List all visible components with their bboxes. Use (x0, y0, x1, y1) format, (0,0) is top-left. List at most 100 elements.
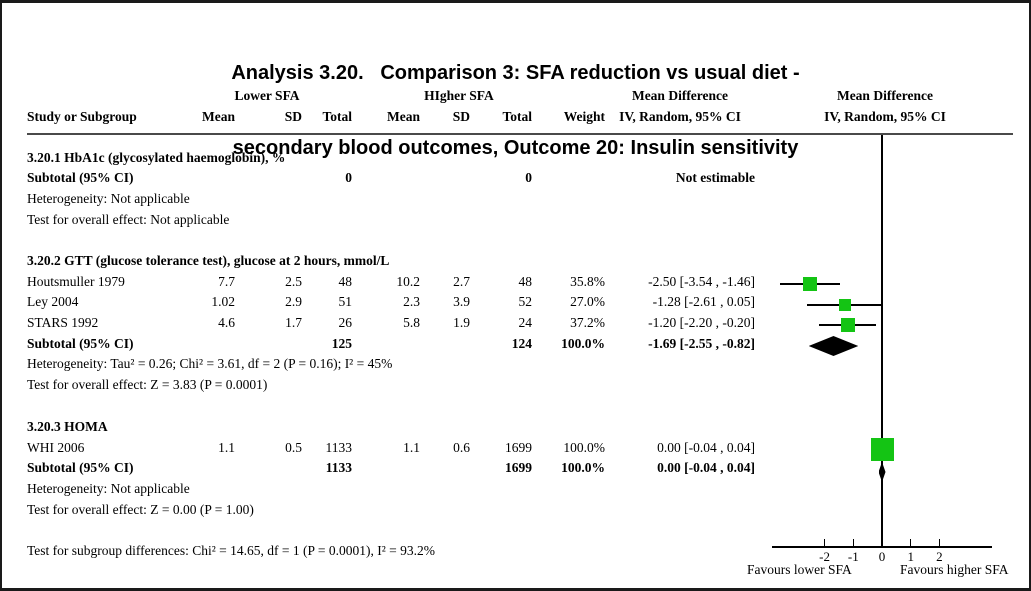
subtotal-ci: 0.00 [-0.04 , 0.04] (657, 460, 755, 475)
axis-tick-label: -2 (819, 549, 831, 564)
study-sd1: 0.5 (285, 440, 302, 455)
study-marker (870, 437, 894, 461)
subtotal-row: Subtotal (95% CI) 0 0 Not estimable (2, 169, 1029, 187)
col-header-sd2: SD (452, 109, 470, 124)
zero-effect-line (881, 135, 883, 546)
analysis-title-line2: secondary blood outcomes, Outcome 20: In… (232, 137, 799, 159)
study-sd2: 0.6 (453, 440, 470, 455)
study-name: STARS 1992 (27, 315, 99, 330)
col-header-mean2: Mean (387, 109, 420, 124)
overall-effect-text: Test for overall effect: Z = 0.00 (P = 1… (27, 502, 254, 517)
md-plot-header-title: Mean Difference (836, 88, 934, 103)
col-header-sd1: SD (284, 109, 302, 124)
subtotal-total2: 0 (525, 170, 532, 185)
section-2-heading: 3.20.2 GTT (glucose tolerance test), glu… (27, 253, 390, 268)
md-header-title: Mean Difference (631, 88, 729, 103)
subtotal-total1: 125 (331, 336, 352, 351)
study-mean1: 4.6 (218, 315, 235, 330)
study-weight: 27.0% (570, 294, 605, 309)
study-ci: -2.50 [-3.54 , -1.46] (648, 274, 755, 289)
subtotal-row: Subtotal (95% CI) 1133 1699 100.0% 0.00 … (2, 459, 1029, 477)
section-heading-row: 3.20.3 HOMA (2, 418, 1029, 436)
subtotal-total1: 1133 (325, 460, 352, 475)
subtotal-total2: 124 (511, 336, 532, 351)
subtotal-label: Subtotal (95% CI) (27, 170, 134, 185)
overall-effect-text: Test for overall effect: Not applicable (27, 212, 230, 227)
axis-tick-mark (909, 539, 912, 547)
study-mean1: 1.1 (218, 440, 235, 455)
study-row: WHI 2006 1.1 0.5 1133 1.1 0.6 1699 100.0… (2, 439, 1029, 457)
heterogeneity-row: Heterogeneity: Not applicable (2, 480, 1029, 498)
group-header-row: Lower SFA HIgher SFA Mean Difference Mea… (2, 87, 1029, 105)
section-1-heading: 3.20.1 HbA1c (glycosylated haemoglobin),… (27, 150, 286, 165)
study-sd2: 1.9 (453, 315, 470, 330)
header-rule (27, 133, 1013, 135)
study-total1: 1133 (325, 440, 353, 455)
study-name: Houtsmuller 1979 (27, 274, 125, 289)
subtotal-row: Subtotal (95% CI) 125 124 100.0% -1.69 [… (2, 335, 1029, 353)
col-header-weight: Weight (563, 109, 605, 124)
subgroup-test-text: Test for subgroup differences: Chi² = 14… (27, 543, 436, 558)
subtotal-label: Subtotal (95% CI) (27, 460, 134, 475)
study-total1: 26 (338, 315, 353, 330)
axis-label-favours-lower: Favours lower SFA (747, 562, 852, 577)
col-header-total2: Total (502, 109, 532, 124)
study-total2: 24 (518, 315, 533, 330)
study-mean1: 7.7 (218, 274, 235, 289)
section-heading-row: 3.20.1 HbA1c (glycosylated haemoglobin),… (2, 149, 1029, 167)
study-sd2: 2.7 (453, 274, 470, 289)
axis-tick-label: 2 (936, 549, 943, 564)
study-sd1: 2.5 (285, 274, 302, 289)
overall-effect-row: Test for overall effect: Not applicable (2, 211, 1029, 229)
study-ci: 0.00 [-0.04 , 0.04] (657, 440, 755, 455)
analysis-title: Analysis 3.20. Comparison 3: SFA reducti… (2, 11, 1029, 211)
axis-tick-label: 1 (907, 549, 914, 564)
study-name: WHI 2006 (27, 440, 85, 455)
study-weight: 35.8% (570, 274, 605, 289)
section-3-heading: 3.20.3 HOMA (27, 419, 108, 434)
study-mean2: 1.1 (403, 440, 420, 455)
overall-effect-row: Test for overall effect: Z = 3.83 (P = 0… (2, 376, 1029, 394)
study-sd1: 2.9 (285, 294, 302, 309)
axis-tick-label: 0 (878, 549, 886, 564)
overall-effect-text: Test for overall effect: Z = 3.83 (P = 0… (27, 377, 268, 392)
study-total1: 48 (338, 274, 353, 289)
md-plot-header-subtitle: IV, Random, 95% CI (824, 109, 946, 124)
axis-label-favours-higher: Favours higher SFA (900, 562, 1009, 577)
section-heading-row: 3.20.2 GTT (glucose tolerance test), glu… (2, 252, 1029, 270)
forest-plot-area: Favours lower SFA Favours higher SFA -2 -… (2, 3, 1029, 588)
study-marker (803, 277, 818, 291)
study-weight: 37.2% (570, 315, 605, 330)
study-total2: 52 (518, 294, 533, 309)
study-mean2: 10.2 (396, 274, 420, 289)
study-ci: -1.28 [-2.61 , 0.05] (652, 294, 755, 309)
study-total2: 48 (518, 274, 533, 289)
subtotal-total1: 0 (345, 170, 352, 185)
heterogeneity-row: Heterogeneity: Not applicable (2, 190, 1029, 208)
axis-tick-mark (881, 539, 883, 547)
group-header-higher-sfa: HIgher SFA (424, 88, 494, 103)
axis-tick-mark (938, 539, 941, 547)
study-row: Houtsmuller 1979 7.7 2.5 48 10.2 2.7 48 … (2, 273, 1029, 291)
axis-tick-label: -1 (847, 549, 859, 564)
subtotal-diamond (878, 462, 886, 482)
study-total2: 1699 (505, 440, 532, 455)
study-sd2: 3.9 (453, 294, 470, 309)
study-marker (840, 318, 855, 332)
axis-tick-mark (852, 539, 855, 547)
overall-effect-row: Test for overall effect: Z = 0.00 (P = 1… (2, 501, 1029, 519)
study-name: Ley 2004 (27, 294, 79, 309)
study-row: Ley 2004 1.02 2.9 51 2.3 3.9 52 27.0% -1… (2, 293, 1029, 311)
col-header-mean1: Mean (202, 109, 235, 124)
study-mean2: 5.8 (403, 315, 420, 330)
heterogeneity-row: Heterogeneity: Tau² = 0.26; Chi² = 3.61,… (2, 355, 1029, 373)
analysis-title-line1: Analysis 3.20. Comparison 3: SFA reducti… (231, 62, 800, 84)
study-weight: 100.0% (563, 440, 605, 455)
subtotal-weight: 100.0% (561, 336, 605, 351)
heterogeneity-text: Heterogeneity: Not applicable (27, 191, 190, 206)
study-sd1: 1.7 (285, 315, 302, 330)
heterogeneity-text: Heterogeneity: Tau² = 0.26; Chi² = 3.61,… (27, 356, 393, 371)
study-mean1: 1.02 (211, 294, 235, 309)
group-header-lower-sfa: Lower SFA (234, 88, 300, 103)
